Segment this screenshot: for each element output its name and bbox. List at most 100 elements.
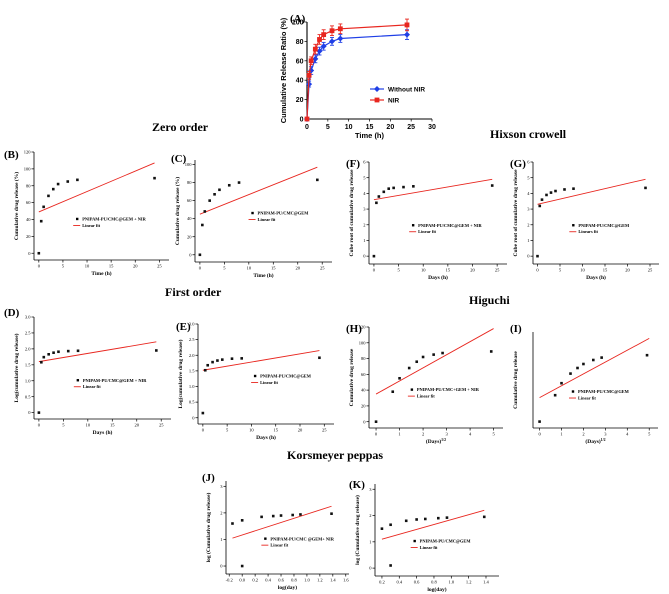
- legend-marker: [76, 379, 80, 382]
- x-axis-label: Days (h): [586, 274, 606, 281]
- data-point: [316, 178, 319, 182]
- data-point: [380, 527, 384, 530]
- data-point: [216, 359, 219, 362]
- data-point: [213, 193, 216, 196]
- y-tick-label: 2.0: [25, 346, 31, 351]
- x-tick-label: 15: [366, 124, 374, 131]
- y-tick-label: 100: [24, 166, 32, 171]
- fit-line: [38, 162, 155, 213]
- fit-line: [537, 178, 646, 205]
- data-point: [220, 358, 224, 361]
- section-title-korsmeyer-peppas: Korsmeyer peppas: [287, 448, 383, 462]
- y-axis-label: Cumulative Release Ratio (%): [279, 17, 288, 123]
- legend-marker: [410, 388, 414, 391]
- x-tick-label: 10: [345, 124, 353, 131]
- legend-label: PNIPAM-PU/CMC@GEM: [578, 223, 630, 228]
- x-tick-label: 15: [271, 266, 276, 271]
- panel-J: (J) -0.2 0.0 0.2 0.4 0.6 0.8 1.0 1.2 1.4 1.6 0 1 2 3 lo…: [202, 472, 349, 591]
- x-tick-label: 25: [322, 428, 327, 433]
- x-tick-label: 10: [421, 268, 426, 273]
- x-tick-label: 0: [199, 266, 202, 271]
- x-tick-label: 20: [133, 264, 138, 269]
- data-point: [56, 182, 60, 186]
- y-tick-label: 2.5: [25, 331, 31, 336]
- y-tick-label: 1.5: [25, 362, 31, 367]
- data-point: [203, 368, 207, 372]
- y-tick-label: 40: [26, 217, 31, 222]
- y-tick-label: 60: [26, 200, 31, 205]
- y-axis-label: Cumulative drug release: [513, 351, 519, 409]
- y-tick-label: 60: [361, 372, 366, 377]
- legend-label: Linear fit: [258, 217, 276, 222]
- data-point: [387, 187, 391, 190]
- x-tick-label: 30: [428, 124, 436, 131]
- data-point: [198, 253, 202, 257]
- y-tick-label: 20: [187, 234, 192, 239]
- data-point: [76, 349, 80, 353]
- data-point: [37, 251, 41, 255]
- data-point: [42, 205, 45, 209]
- data-point: [76, 178, 79, 182]
- x-tick-label: 2: [582, 432, 584, 437]
- data-point: [592, 358, 595, 362]
- panel-label: (F): [346, 158, 360, 170]
- legend-marker: [413, 539, 416, 543]
- x-tick-label: 15: [110, 423, 115, 428]
- x-axis-label: Time (h): [91, 270, 111, 277]
- x-tick-label: 25: [157, 264, 162, 269]
- section-title-first-order: First order: [165, 285, 222, 299]
- y-axis-label: Cube root of cumulative drug release: [349, 169, 355, 257]
- fit-line: [202, 350, 320, 371]
- panel-label: (C): [171, 153, 187, 165]
- section-title-hixson-crowell: Hixson crowell: [490, 127, 567, 141]
- x-tick-label: 0.4: [396, 580, 402, 585]
- legend-label: PNIPAM-PU/CMC@GEM: [260, 374, 312, 379]
- data-point: [545, 193, 548, 197]
- x-axis-label: log(day): [427, 586, 446, 593]
- legend-label: Linear fit: [417, 394, 435, 399]
- panel-G: (G) 0 5 10 15 20 25 0 1 2 3 4 5 6 Days (h) Cube root of…: [510, 158, 659, 281]
- fit-line: [199, 166, 318, 215]
- x-tick-label: 0: [202, 428, 205, 433]
- data-point: [407, 366, 411, 370]
- x-tick-label: 0.2: [252, 578, 258, 583]
- fit-line: [375, 328, 494, 395]
- data-point: [372, 254, 376, 258]
- x-tick-label: 10: [249, 428, 254, 433]
- data-point: [538, 204, 542, 208]
- data-point: [312, 46, 318, 52]
- x-tick-label: 1: [398, 432, 400, 437]
- data-point: [240, 357, 244, 360]
- data-point: [375, 201, 378, 205]
- data-point: [560, 381, 563, 385]
- data-point: [536, 254, 539, 258]
- x-axis-label: Days (h): [256, 434, 276, 441]
- data-point: [404, 31, 410, 38]
- legend-label: PNIPAM-PU/CMC@GEM: [420, 539, 472, 544]
- data-point: [441, 351, 444, 355]
- y-tick-label: 0: [363, 419, 366, 424]
- data-point: [312, 55, 319, 62]
- data-point: [291, 513, 294, 517]
- x-tick-label: 5: [226, 428, 229, 433]
- data-point: [490, 184, 494, 187]
- data-point: [203, 210, 207, 213]
- data-point: [421, 355, 425, 359]
- x-axis-label: (Days)1/2: [585, 438, 605, 445]
- data-point: [432, 353, 435, 356]
- y-tick-label: 4: [363, 191, 366, 196]
- data-point: [392, 186, 395, 190]
- y-tick-label: 20: [26, 234, 31, 239]
- y-tick-label: 80: [296, 39, 304, 46]
- data-point: [57, 350, 60, 354]
- data-point: [398, 376, 401, 380]
- data-point: [563, 188, 566, 191]
- x-axis-label: Time (h): [253, 272, 273, 279]
- x-tick-label: 2: [422, 432, 424, 437]
- x-axis-label: Days (h): [93, 429, 113, 436]
- data-point: [42, 355, 46, 359]
- legend-label: PNIPAM-PU/CMC@GEM: [578, 389, 630, 394]
- y-tick-label: 2: [527, 222, 529, 227]
- fit-line: [381, 509, 485, 540]
- x-tick-label: 0.4: [265, 578, 271, 583]
